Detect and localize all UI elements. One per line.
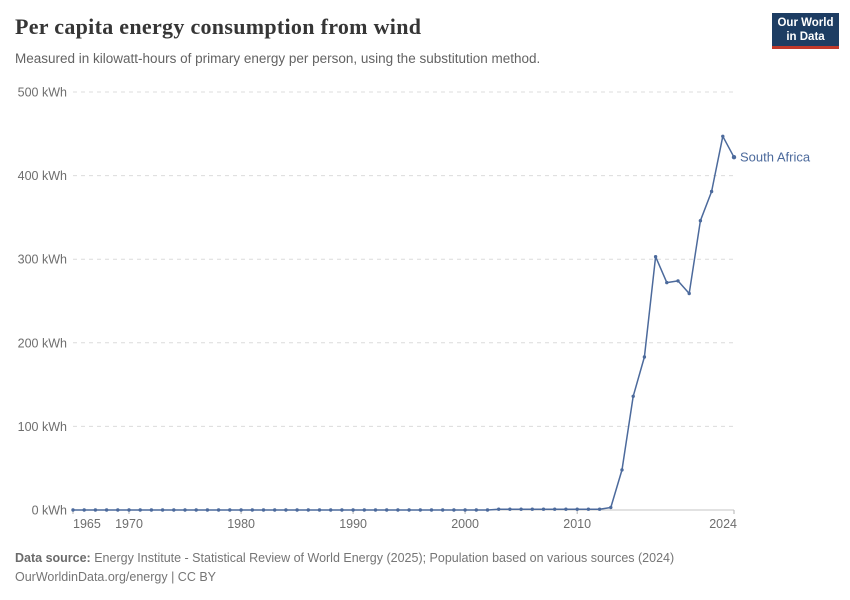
data-point[interactable] <box>71 508 75 512</box>
x-axis-tick-label: 2000 <box>451 517 479 531</box>
owid-logo[interactable]: Our World in Data <box>772 13 839 49</box>
data-point[interactable] <box>508 507 512 511</box>
data-source-line: Data source: Energy Institute - Statisti… <box>15 549 674 568</box>
data-point[interactable] <box>609 505 613 510</box>
data-point[interactable] <box>385 508 389 512</box>
y-axis-tick-label: 0 kWh <box>32 504 67 518</box>
data-point[interactable] <box>497 507 501 511</box>
data-point[interactable] <box>687 291 691 296</box>
data-point[interactable] <box>441 508 445 512</box>
x-axis-tick-label: 1965 <box>73 517 101 531</box>
page-title: Per capita energy consumption from wind <box>15 14 422 39</box>
data-point[interactable] <box>194 508 198 512</box>
data-point[interactable] <box>665 280 669 285</box>
data-point[interactable] <box>183 508 187 512</box>
series-end-label[interactable]: South Africa <box>740 150 811 165</box>
data-point[interactable] <box>676 279 680 283</box>
data-point[interactable] <box>228 508 232 512</box>
data-point[interactable] <box>396 508 400 512</box>
data-point[interactable] <box>463 508 467 512</box>
data-point[interactable] <box>116 508 120 512</box>
y-axis-tick-label: 200 kWh <box>18 336 67 350</box>
data-point[interactable] <box>631 394 635 398</box>
data-point[interactable] <box>127 508 131 512</box>
data-point[interactable] <box>530 507 534 511</box>
series-end-dot <box>731 155 737 160</box>
data-point[interactable] <box>306 508 310 512</box>
data-point[interactable] <box>284 508 288 512</box>
data-point[interactable] <box>553 507 557 511</box>
data-point[interactable] <box>698 219 703 223</box>
data-point[interactable] <box>429 508 434 512</box>
data-point[interactable] <box>620 468 624 472</box>
owid-logo-line2: in Data <box>786 31 825 43</box>
x-axis-tick-label: 2010 <box>563 517 591 531</box>
data-point[interactable] <box>452 508 456 512</box>
data-point[interactable] <box>250 508 254 512</box>
data-point[interactable] <box>653 255 658 259</box>
x-axis-tick-label: 1990 <box>339 517 367 531</box>
y-axis-tick-label: 100 kWh <box>18 420 67 434</box>
data-point[interactable] <box>104 508 109 512</box>
data-point[interactable] <box>340 508 344 512</box>
data-point[interactable] <box>642 355 647 359</box>
data-point[interactable] <box>239 508 243 512</box>
data-point[interactable] <box>474 508 478 512</box>
data-line-south-africa[interactable] <box>73 135 735 511</box>
y-axis-tick-label: 500 kWh <box>18 86 67 100</box>
data-source-text: Energy Institute - Statistical Review of… <box>94 551 675 565</box>
data-point[interactable] <box>82 508 86 512</box>
data-point[interactable] <box>351 508 355 512</box>
data-point[interactable] <box>149 508 154 512</box>
data-point[interactable] <box>519 507 523 511</box>
data-point[interactable] <box>597 507 602 511</box>
data-point[interactable] <box>160 508 165 512</box>
data-point[interactable] <box>709 189 714 194</box>
data-point[interactable] <box>172 508 176 512</box>
x-axis-tick-label: 2024 <box>709 517 737 531</box>
data-point[interactable] <box>362 508 366 512</box>
data-point[interactable] <box>373 508 378 512</box>
y-axis-tick-label: 400 kWh <box>18 169 67 183</box>
chart-footer: Data source: Energy Institute - Statisti… <box>15 549 674 587</box>
data-point[interactable] <box>317 508 322 512</box>
data-point[interactable] <box>216 508 221 512</box>
data-point[interactable] <box>93 508 98 512</box>
data-point[interactable] <box>721 134 725 138</box>
data-point[interactable] <box>586 507 591 511</box>
data-point[interactable] <box>205 508 210 512</box>
data-point[interactable] <box>564 507 568 511</box>
data-point[interactable] <box>138 508 142 512</box>
x-axis-tick-label: 1980 <box>227 517 255 531</box>
data-point[interactable] <box>541 507 546 511</box>
data-point[interactable] <box>485 508 490 512</box>
x-axis-tick-label: 1970 <box>115 517 143 531</box>
data-point[interactable] <box>407 508 411 512</box>
data-point[interactable] <box>273 508 277 512</box>
data-point[interactable] <box>261 508 266 512</box>
chart-subtitle: Measured in kilowatt-hours of primary en… <box>15 51 541 66</box>
data-point[interactable] <box>575 507 579 511</box>
y-axis-tick-label: 300 kWh <box>18 253 67 267</box>
data-point[interactable] <box>295 508 299 512</box>
owid-logo-line1: Our World <box>777 17 834 29</box>
data-point[interactable] <box>329 508 333 512</box>
license-line: OurWorldinData.org/energy | CC BY <box>15 570 217 584</box>
data-point[interactable] <box>418 508 422 512</box>
data-source-label: Data source: <box>15 551 91 565</box>
